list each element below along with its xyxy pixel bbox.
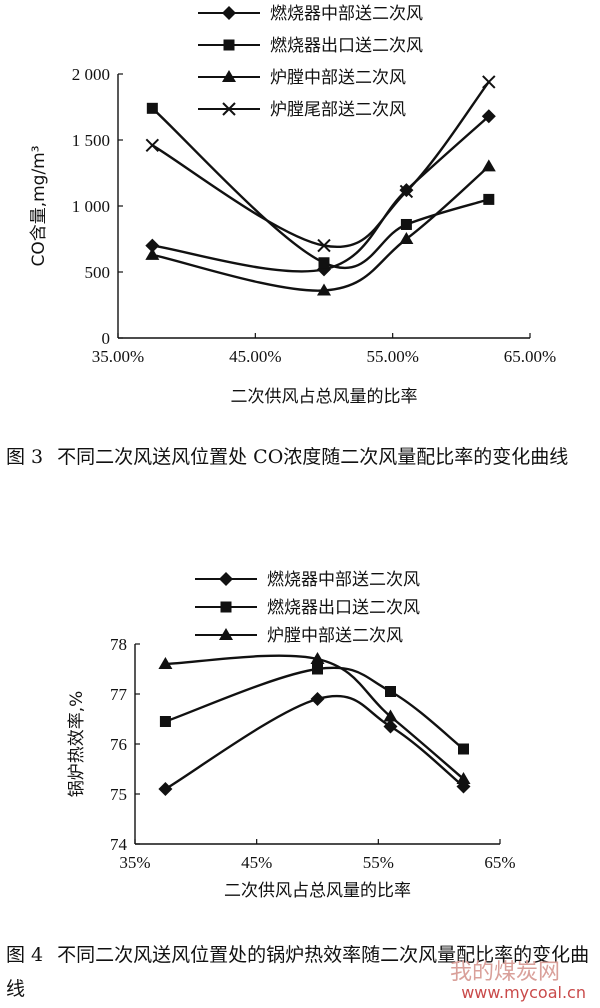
chart1-series: [145, 75, 496, 296]
figure-4-text: 不同二次风送风位置处的锅炉热效率随二次风量配比率的变化曲线: [6, 944, 590, 1000]
x-tick-label: 65%: [484, 853, 515, 872]
data-point: [383, 709, 398, 722]
chart2-axes: 74 75 76 77 78 35% 45% 55% 65% 二次供风占总风量的比率 锅炉热效率,%: [67, 635, 516, 901]
series: [159, 663, 469, 755]
legend-entry: 炉膛中部送二次风: [198, 68, 406, 88]
legend-label: 燃烧器中部送二次风: [267, 570, 420, 590]
data-point: [145, 138, 160, 152]
data-point: [158, 657, 173, 669]
series: [146, 102, 495, 270]
series-line: [151, 107, 490, 270]
series-line: [164, 694, 465, 791]
series-line: [151, 81, 490, 249]
x-tick-label: 65.00%: [504, 347, 556, 366]
series: [145, 75, 496, 253]
legend-marker: [219, 572, 233, 586]
watermark-url: www.mycoal.cn: [461, 983, 586, 1002]
legend-entry: 燃烧器中部送二次风: [195, 570, 420, 590]
data-point: [385, 686, 396, 697]
y-tick-label: 1 000: [72, 197, 110, 216]
figure-3-number: 图 3: [6, 446, 44, 468]
data-point: [159, 716, 171, 727]
y-tick-label: 77: [110, 685, 128, 704]
y-axis-title: CO含量,mg/m³: [29, 145, 49, 266]
y-tick-label: 0: [102, 329, 111, 348]
data-point: [146, 102, 158, 114]
x-tick-label: 45.00%: [229, 347, 281, 366]
legend-label: 炉膛中部送二次风: [267, 626, 403, 646]
legend-label: 燃烧器出口送二次风: [267, 598, 420, 618]
data-point: [383, 719, 398, 734]
y-tick-label: 500: [85, 263, 111, 282]
y-tick-label: 74: [110, 835, 128, 854]
x-tick-label: 35.00%: [92, 347, 144, 366]
x-axis-title: 二次供风占总风量的比率: [231, 387, 418, 407]
data-point: [145, 238, 160, 253]
data-point: [310, 692, 325, 706]
y-tick-label: 2 000: [72, 65, 110, 84]
figure-4-number: 图 4: [6, 944, 44, 966]
data-point: [458, 743, 469, 755]
legend-label: 燃烧器出口送二次风: [270, 36, 423, 56]
x-tick-label: 45%: [241, 853, 272, 872]
legend-label: 炉膛中部送二次风: [270, 68, 406, 88]
figure-3-text: 不同二次风送风位置处 CO浓度随二次风量配比率的变化曲线: [57, 446, 569, 468]
data-point: [456, 772, 471, 784]
x-axis-title: 二次供风占总风量的比率: [224, 881, 411, 901]
data-point: [481, 109, 496, 124]
legend-label: 燃烧器中部送二次风: [270, 4, 423, 24]
data-point: [399, 232, 414, 244]
y-tick-label: 75: [110, 785, 127, 804]
chart2-series: [158, 652, 471, 796]
data-point: [145, 247, 160, 260]
legend-label: 炉膛尾部送二次风: [270, 100, 406, 120]
legend-marker: [223, 39, 235, 51]
data-point: [312, 663, 323, 675]
x-tick-label: 55.00%: [366, 347, 418, 366]
data-point: [483, 193, 495, 205]
series: [145, 159, 496, 296]
data-point: [318, 257, 330, 269]
series-line: [165, 666, 465, 750]
legend-entry: 炉膛尾部送二次风: [198, 100, 406, 120]
figure-3-caption: 图 3 不同二次风送风位置处 CO浓度随二次风量配比率的变化曲线: [6, 440, 596, 474]
y-tick-label: 1 500: [72, 131, 110, 150]
series-line: [152, 115, 490, 273]
data-point: [310, 652, 325, 664]
figure-4-caption: 图 4 不同二次风送风位置处的锅炉热效率随二次风量配比率的变化曲线: [6, 938, 596, 1006]
legend-marker: [220, 601, 232, 613]
data-point: [481, 159, 496, 172]
chart1-axes: 0 500 1 000 1 500 2 000 35.00% 45.00% 55.00% 65.…: [29, 65, 556, 407]
data-point: [317, 283, 331, 296]
x-tick-label: 35%: [119, 853, 150, 872]
y-axis-title: 锅炉热效率,%: [67, 691, 87, 798]
legend-entry: 燃烧器出口送二次风: [195, 598, 420, 618]
series: [158, 692, 471, 796]
series-line: [152, 165, 490, 292]
legend-marker: [222, 102, 236, 116]
data-point: [400, 218, 412, 230]
y-tick-label: 78: [110, 635, 127, 654]
series-line: [165, 654, 465, 780]
y-tick-label: 76: [110, 735, 127, 754]
legend-marker: [222, 70, 236, 82]
legend-entry: 燃烧器中部送二次风: [198, 4, 423, 24]
data-point: [158, 782, 173, 796]
watermark-site-name: 我的煤炭网: [449, 960, 560, 985]
data-point: [482, 75, 496, 89]
legend-entry: 炉膛中部送二次风: [195, 626, 403, 646]
series: [145, 109, 496, 277]
legend-entry: 燃烧器出口送二次风: [198, 36, 423, 56]
legend-marker: [219, 628, 233, 640]
data-point: [399, 184, 414, 199]
legend-marker: [222, 6, 236, 20]
data-point: [317, 238, 331, 253]
x-tick-label: 55%: [363, 853, 394, 872]
series: [158, 652, 471, 784]
